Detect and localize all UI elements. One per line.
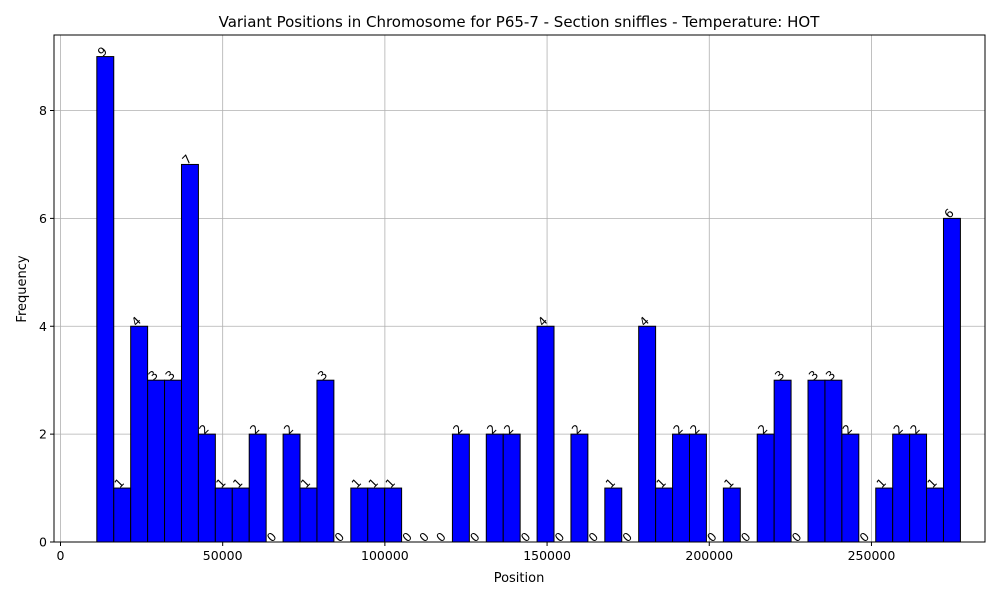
histogram-bar xyxy=(164,379,182,543)
bar-value-label: 0 xyxy=(704,530,719,545)
histogram-bar xyxy=(807,379,826,543)
x-tick-label: 50000 xyxy=(203,548,243,563)
bar-value-label: 0 xyxy=(433,530,448,545)
histogram-bar xyxy=(909,433,928,543)
bar-value-label: 0 xyxy=(518,530,533,545)
histogram-bar xyxy=(248,433,267,543)
histogram-bar xyxy=(197,433,216,543)
x-tick-label: 150000 xyxy=(523,548,571,563)
histogram-bar xyxy=(841,433,860,543)
bar-value-label: 0 xyxy=(552,530,567,545)
histogram-bar xyxy=(367,487,386,543)
histogram-bars xyxy=(96,56,961,543)
y-axis-title: Frequency xyxy=(15,255,30,322)
bar-value-label: 0 xyxy=(789,530,804,545)
histogram-bar xyxy=(773,379,792,543)
x-tick-label: 100000 xyxy=(361,548,409,563)
histogram-bar xyxy=(688,433,707,543)
y-tick-label: 2 xyxy=(39,427,47,442)
histogram-bar xyxy=(96,56,115,543)
plot-frame xyxy=(53,34,986,543)
histogram-bar xyxy=(756,433,775,543)
x-axis-title: Position xyxy=(494,571,545,586)
histogram-bar xyxy=(655,487,674,543)
histogram-bar xyxy=(485,433,504,543)
histogram-bar xyxy=(214,487,233,543)
bar-value-label: 0 xyxy=(264,530,279,545)
histogram-bar xyxy=(638,325,657,543)
histogram-bar xyxy=(502,433,521,543)
y-tick-label: 4 xyxy=(39,319,47,334)
histogram-bar xyxy=(722,487,741,543)
histogram-bar xyxy=(113,487,132,543)
y-tick-label: 8 xyxy=(39,103,47,118)
y-tick-label: 6 xyxy=(39,211,47,226)
x-tick-label: 200000 xyxy=(685,548,733,563)
histogram-bar xyxy=(942,217,961,543)
histogram-bar xyxy=(180,163,199,543)
bar-value-label: 0 xyxy=(400,530,415,545)
histogram-bar xyxy=(130,325,149,543)
histogram-bar xyxy=(570,433,589,543)
histogram-bar xyxy=(350,487,369,543)
bar-value-label: 0 xyxy=(467,530,482,545)
bar-value-label: 0 xyxy=(417,530,432,545)
y-axis-ticks: 0 2 4 6 8 xyxy=(39,103,54,550)
histogram-bar xyxy=(299,487,318,543)
histogram-bar xyxy=(604,487,623,543)
histogram-bar xyxy=(892,433,911,543)
histogram-bar xyxy=(316,379,335,543)
histogram-bar xyxy=(451,433,470,543)
histogram-bar xyxy=(824,379,843,543)
bar-value-label: 0 xyxy=(620,530,635,545)
histogram-bar xyxy=(926,487,944,543)
histogram-bar xyxy=(536,325,555,543)
bar-value-label: 0 xyxy=(586,530,601,545)
histogram-bar xyxy=(282,433,301,543)
bar-value-label: 0 xyxy=(738,530,753,545)
bar-value-label: 0 xyxy=(857,530,872,545)
histogram-bar xyxy=(875,487,894,543)
histogram-bar xyxy=(384,487,403,543)
y-tick-label: 0 xyxy=(39,535,47,550)
histogram-bar xyxy=(231,487,250,543)
bar-value-label: 0 xyxy=(332,530,347,545)
x-tick-label: 250000 xyxy=(848,548,896,563)
x-axis-ticks: 0 50000 100000 150000 200000 250000 xyxy=(57,542,896,563)
chart-title: Variant Positions in Chromosome for P65-… xyxy=(219,13,821,31)
x-tick-label: 0 xyxy=(57,548,65,563)
histogram-bar xyxy=(147,379,166,543)
histogram-bar xyxy=(672,433,690,543)
